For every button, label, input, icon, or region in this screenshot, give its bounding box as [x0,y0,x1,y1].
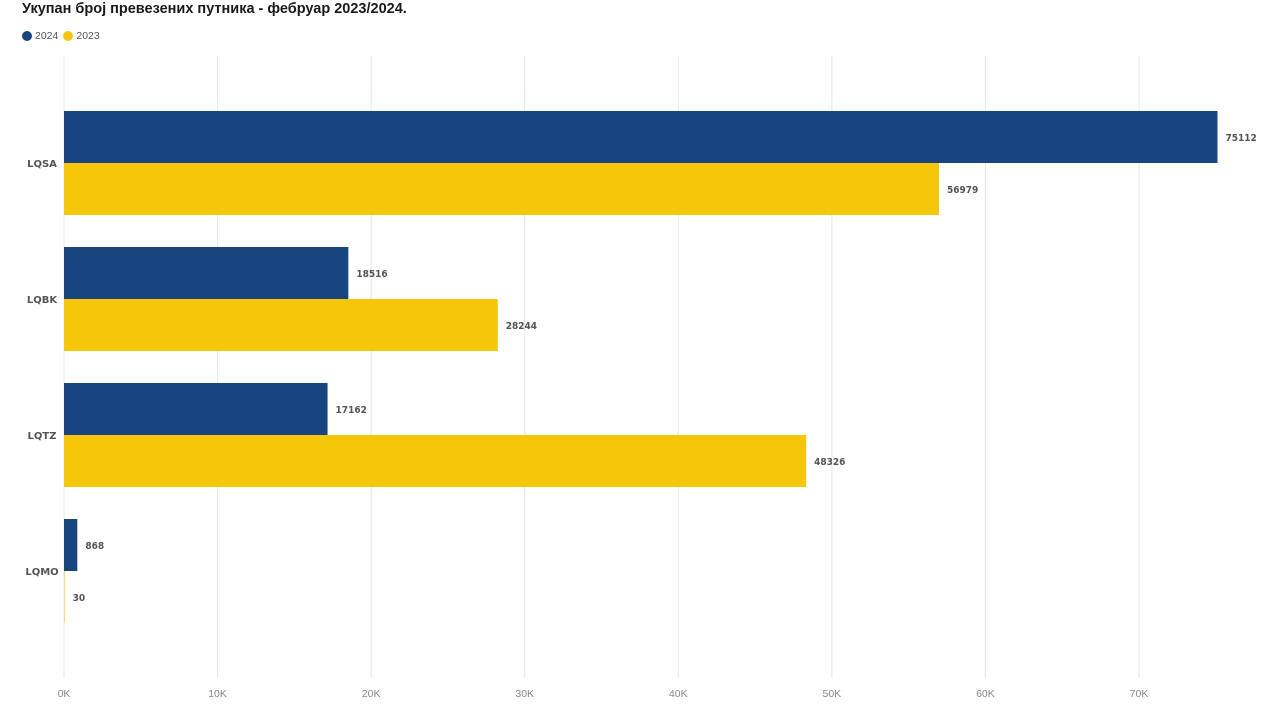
chart-title: Укупан број превезених путника - фебруар… [22,1,407,17]
data-label: 75112 [1225,133,1256,144]
legend-dot-2024 [22,31,32,41]
category-label: LQSA [27,159,57,170]
bar-2023-lqsa[interactable] [64,163,940,215]
legend-dot-2023 [63,31,74,41]
data-label: 868 [85,541,104,552]
data-label: 28244 [506,321,537,332]
chart-legend: 2024 2023 [22,30,105,42]
bar-2024-lqmo[interactable] [64,519,78,571]
data-label: 30 [73,593,86,604]
x-tick-label: 70K [1130,688,1149,700]
data-label: 56979 [947,185,978,196]
bar-2023-lqtz[interactable] [64,435,807,487]
legend-label-2023: 2023 [76,30,100,42]
x-tick-label: 0K [58,688,71,700]
bar-2024-lqbk[interactable] [64,247,349,299]
bar-2023-lqmo[interactable] [64,571,65,623]
bar-2024-lqsa[interactable] [64,111,1218,163]
x-tick-label: 10K [208,688,227,700]
legend-label-2024: 2024 [35,30,59,42]
bar-2023-lqbk[interactable] [64,299,498,351]
legend-item-2024[interactable]: 2024 [22,30,58,42]
x-tick-label: 60K [976,688,995,700]
data-label: 18516 [356,269,387,280]
x-tick-label: 30K [515,688,534,700]
category-label: LQMO [25,567,58,578]
category-label: LQBK [27,295,58,306]
bar-2024-lqtz[interactable] [64,383,328,435]
x-tick-label: 50K [823,688,842,700]
data-label: 17162 [336,405,367,416]
x-tick-label: 20K [362,688,381,700]
data-label: 48326 [814,457,845,468]
category-label: LQTZ [28,431,57,442]
x-tick-label: 40K [669,688,688,700]
legend-item-2023[interactable]: 2023 [63,30,100,42]
